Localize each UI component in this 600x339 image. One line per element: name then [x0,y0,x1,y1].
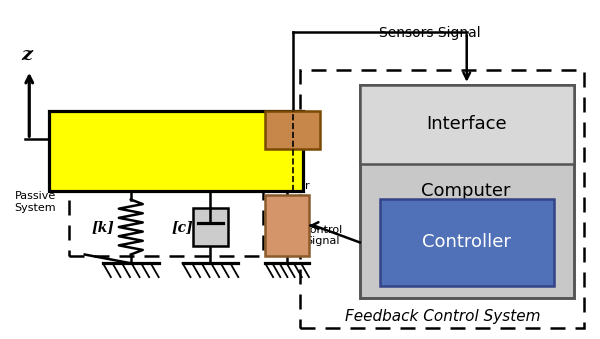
Bar [49,112,303,191]
Bar [69,147,263,256]
Text: [k]: [k] [91,220,115,234]
Text: Actuator: Actuator [263,181,311,191]
Text: Interface: Interface [427,115,507,133]
Bar [360,85,574,164]
Text: [M]: [M] [148,138,205,165]
Bar [265,195,309,256]
Text: Passive
System: Passive System [14,191,56,213]
Bar [360,85,574,298]
Bar [265,112,320,149]
Text: Controller: Controller [422,233,511,252]
Bar [380,199,554,286]
Text: Sensors: Sensors [265,124,320,137]
Bar [300,70,584,328]
Text: Computer: Computer [421,182,511,200]
Text: z: z [22,46,33,64]
Text: Sensors Signal: Sensors Signal [379,26,480,40]
Text: Control
Signal: Control Signal [303,225,343,246]
Bar [193,208,229,246]
Text: [c]: [c] [172,220,193,234]
Text: Feedback Control System: Feedback Control System [344,309,540,324]
